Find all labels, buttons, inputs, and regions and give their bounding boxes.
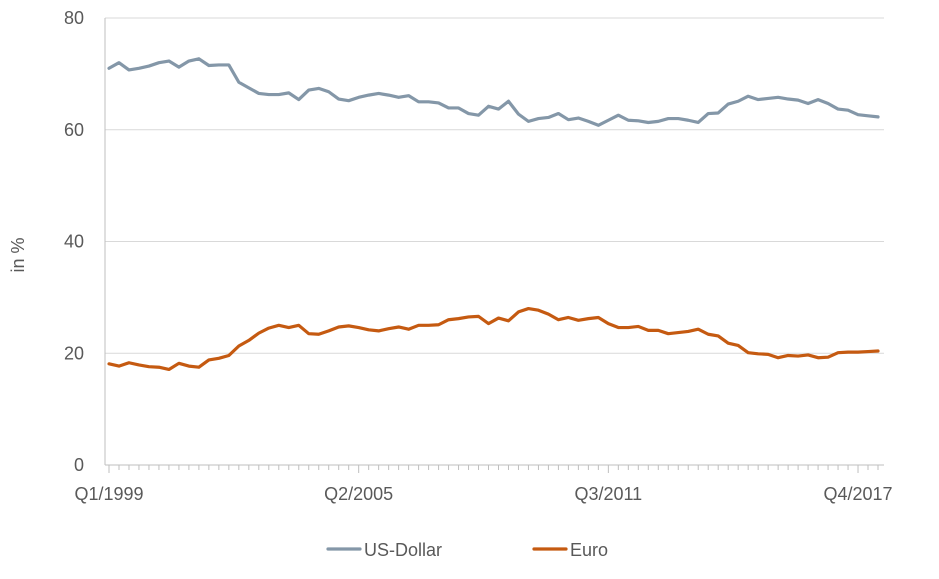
series-line: [107, 57, 880, 127]
legend-item: Euro: [532, 540, 608, 560]
series-euro: [107, 306, 880, 372]
legend-label: US-Dollar: [364, 540, 442, 560]
gridlines: [105, 17, 884, 466]
y-tick-label: 40: [64, 232, 84, 252]
y-axis: 0 20 40 60 80: [64, 8, 106, 475]
legend: US-Dollar Euro: [326, 540, 608, 560]
x-tick-label: Q1/1999: [74, 484, 143, 504]
series-lines: [107, 57, 880, 372]
y-tick-label: 60: [64, 120, 84, 140]
y-tick-label: 20: [64, 343, 84, 363]
y-tick-label: 0: [74, 455, 84, 475]
series-line: [107, 306, 880, 372]
legend-item: US-Dollar: [326, 540, 442, 560]
x-tick-label: Q2/2005: [324, 484, 393, 504]
y-tick-label: 80: [64, 8, 84, 28]
x-tick-label: Q3/2011: [574, 484, 642, 504]
x-axis: Q1/1999 Q2/2005 Q3/2011 Q4/2017: [74, 465, 893, 504]
series-us-dollar: [107, 57, 880, 127]
legend-label: Euro: [570, 540, 608, 560]
x-tick-label: Q4/2017: [823, 484, 892, 504]
y-axis-title: in %: [8, 237, 28, 272]
